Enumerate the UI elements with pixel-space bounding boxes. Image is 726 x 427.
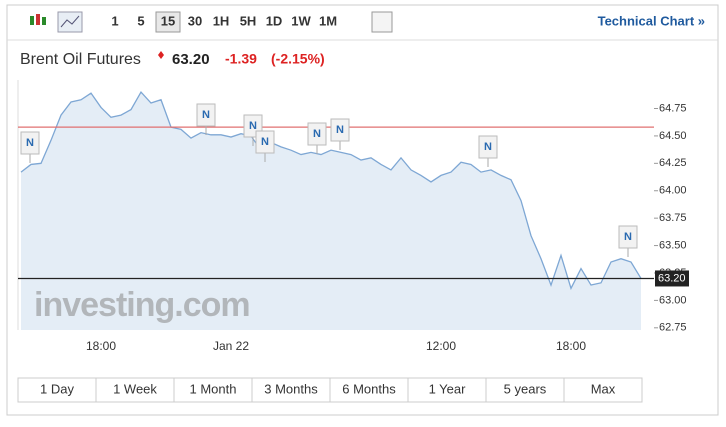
interval-button[interactable]: 1 xyxy=(111,13,118,28)
x-tick-label: 18:00 xyxy=(86,339,116,353)
news-flag[interactable] xyxy=(307,122,327,146)
down-marker xyxy=(158,51,164,59)
x-tick-label: 18:00 xyxy=(556,339,586,353)
news-flag[interactable] xyxy=(255,130,275,154)
news-flag[interactable] xyxy=(478,135,498,159)
y-tick-label: 64.00 xyxy=(659,185,687,197)
range-button[interactable]: 1 Month xyxy=(190,381,237,396)
news-label[interactable]: N xyxy=(249,120,257,132)
interval-button[interactable]: 5H xyxy=(240,13,257,28)
news-label[interactable]: N xyxy=(261,136,269,148)
y-tick-label: 64.50 xyxy=(659,130,687,142)
news-flag[interactable] xyxy=(20,131,40,155)
interval-button[interactable]: 1M xyxy=(319,13,337,28)
y-tick-label: 64.75 xyxy=(659,102,687,114)
range-button[interactable]: 6 Months xyxy=(342,381,396,396)
candle-icon[interactable] xyxy=(30,14,46,25)
price: 63.20 xyxy=(172,51,210,68)
y-tick-label: 63.75 xyxy=(659,212,687,224)
x-tick-label: Jan 22 xyxy=(213,339,249,353)
news-flag[interactable] xyxy=(618,225,638,249)
news-label[interactable]: N xyxy=(624,231,632,243)
line-icon-glyph xyxy=(60,15,80,28)
range-button[interactable]: 1 Week xyxy=(113,381,157,396)
y-tick-label: 64.25 xyxy=(659,157,687,169)
price-line xyxy=(20,90,642,291)
settings-icon[interactable] xyxy=(371,11,393,33)
news-label[interactable]: N xyxy=(336,124,344,136)
news-label[interactable]: N xyxy=(26,137,34,149)
area xyxy=(21,92,641,330)
news-label[interactable]: N xyxy=(484,141,492,153)
interval-button[interactable]: 5 xyxy=(137,13,144,28)
watermark: investing.com xyxy=(34,286,250,324)
y-tick-label: 62.75 xyxy=(659,322,687,334)
price-tag xyxy=(655,270,689,287)
instrument-name: Brent Oil Futures xyxy=(20,51,141,68)
price-tag-label: 63.20 xyxy=(658,272,686,284)
technical-chart-link[interactable]: Technical Chart » xyxy=(598,13,705,28)
y-tick-label: 63.50 xyxy=(659,239,687,251)
interval-button[interactable]: 30 xyxy=(188,13,202,28)
news-label[interactable]: N xyxy=(202,109,210,121)
range-button[interactable]: 1 Year xyxy=(429,381,467,396)
change: -1.39 xyxy=(225,51,257,67)
change-pct: (-2.15%) xyxy=(271,51,325,67)
range-button[interactable]: 3 Months xyxy=(264,381,318,396)
interval-button[interactable]: 1W xyxy=(291,13,311,28)
y-tick-label: 63.00 xyxy=(659,294,687,306)
news-flag[interactable] xyxy=(330,118,350,142)
interval-selected xyxy=(155,11,181,33)
interval-button[interactable]: 1D xyxy=(266,13,283,28)
interval-button[interactable]: 15 xyxy=(161,13,175,28)
range-button[interactable]: Max xyxy=(591,381,616,396)
news-label[interactable]: N xyxy=(313,128,321,140)
range-button[interactable]: 5 years xyxy=(504,381,547,396)
x-tick-label: 12:00 xyxy=(426,339,456,353)
news-flag[interactable] xyxy=(196,103,216,127)
interval-button[interactable]: 1H xyxy=(213,13,230,28)
range-button[interactable]: 1 Day xyxy=(40,381,74,396)
